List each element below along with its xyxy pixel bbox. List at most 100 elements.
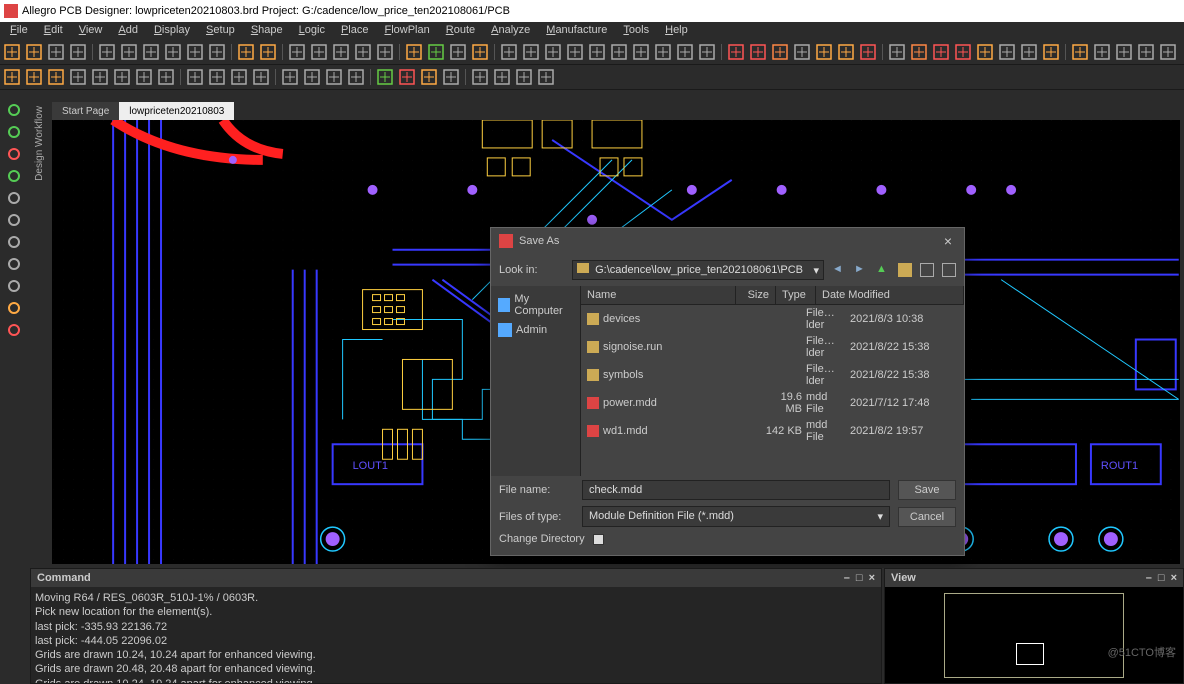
workflow-button[interactable] bbox=[6, 278, 24, 296]
toolbar-button[interactable] bbox=[46, 42, 66, 62]
file-row[interactable]: devicesFile…lder2021/8/3 10:38 bbox=[581, 305, 964, 333]
toolbar-button[interactable] bbox=[543, 42, 563, 62]
workflow-button[interactable] bbox=[6, 168, 24, 186]
toolbar-button[interactable] bbox=[470, 67, 490, 87]
toolbar-button[interactable] bbox=[426, 42, 446, 62]
toolbar-button[interactable] bbox=[324, 67, 344, 87]
toolbar-button[interactable] bbox=[858, 42, 878, 62]
toolbar-button[interactable] bbox=[302, 67, 322, 87]
toolbar-button[interactable] bbox=[653, 42, 673, 62]
toolbar-button[interactable] bbox=[1070, 42, 1090, 62]
toolbar-button[interactable] bbox=[997, 42, 1017, 62]
toolbar-button[interactable] bbox=[156, 67, 176, 87]
toolbar-button[interactable] bbox=[68, 42, 88, 62]
toolbar-button[interactable] bbox=[375, 67, 395, 87]
toolbar-button[interactable] bbox=[207, 42, 227, 62]
toolbar-button[interactable] bbox=[726, 42, 746, 62]
workflow-button[interactable] bbox=[6, 146, 24, 164]
toolbar-button[interactable] bbox=[251, 67, 271, 87]
toolbar-button[interactable] bbox=[909, 42, 929, 62]
toolbar-button[interactable] bbox=[887, 42, 907, 62]
toolbar-button[interactable] bbox=[470, 42, 490, 62]
toolbar-button[interactable] bbox=[1136, 42, 1156, 62]
file-row[interactable]: signoise.runFile…lder2021/8/22 15:38 bbox=[581, 333, 964, 361]
maximize-icon[interactable]: □ bbox=[1158, 572, 1165, 584]
toolbar-button[interactable] bbox=[631, 42, 651, 62]
toolbar-button[interactable] bbox=[24, 67, 44, 87]
toolbar-button[interactable] bbox=[185, 67, 205, 87]
nav-up-icon[interactable]: ▲ bbox=[876, 263, 890, 277]
file-row[interactable]: power.mdd19.6 MBmdd File2021/7/12 17:48 bbox=[581, 389, 964, 417]
minimize-icon[interactable]: – bbox=[1146, 572, 1152, 584]
file-row[interactable]: symbolsFile…lder2021/8/22 15:38 bbox=[581, 361, 964, 389]
maximize-icon[interactable]: □ bbox=[856, 572, 863, 584]
toolbar-button[interactable] bbox=[770, 42, 790, 62]
minimize-icon[interactable]: – bbox=[844, 572, 850, 584]
menu-place[interactable]: Place bbox=[333, 22, 377, 40]
workflow-button[interactable] bbox=[6, 300, 24, 318]
workflow-button[interactable] bbox=[6, 102, 24, 120]
toolbar-button[interactable] bbox=[499, 42, 519, 62]
toolbar-button[interactable] bbox=[97, 42, 117, 62]
toolbar-button[interactable] bbox=[375, 42, 395, 62]
minimap[interactable] bbox=[885, 587, 1183, 683]
tab[interactable]: Start Page bbox=[52, 102, 119, 121]
menu-help[interactable]: Help bbox=[657, 22, 696, 40]
tab[interactable]: lowpriceten20210803 bbox=[119, 102, 234, 121]
close-panel-icon[interactable]: × bbox=[869, 572, 875, 584]
toolbar-button[interactable] bbox=[353, 42, 373, 62]
toolbar-button[interactable] bbox=[346, 67, 366, 87]
nav-back-icon[interactable]: ◄ bbox=[832, 263, 846, 277]
menu-view[interactable]: View bbox=[71, 22, 111, 40]
files-type-select[interactable]: Module Definition File (*.mdd)▾ bbox=[582, 506, 890, 527]
toolbar-button[interactable] bbox=[258, 42, 278, 62]
workflow-button[interactable] bbox=[6, 234, 24, 252]
toolbar-button[interactable] bbox=[536, 67, 556, 87]
menu-tools[interactable]: Tools bbox=[615, 22, 657, 40]
sidebar-item[interactable]: Admin bbox=[495, 320, 576, 340]
menu-display[interactable]: Display bbox=[146, 22, 198, 40]
toolbar-button[interactable] bbox=[521, 42, 541, 62]
nav-fwd-icon[interactable]: ► bbox=[854, 263, 868, 277]
toolbar-button[interactable] bbox=[236, 42, 256, 62]
toolbar-button[interactable] bbox=[90, 67, 110, 87]
toolbar-button[interactable] bbox=[280, 67, 300, 87]
toolbar-button[interactable] bbox=[1092, 42, 1112, 62]
file-name-input[interactable] bbox=[582, 480, 890, 500]
toolbar-button[interactable] bbox=[404, 42, 424, 62]
toolbar-button[interactable] bbox=[975, 42, 995, 62]
toolbar-button[interactable] bbox=[448, 42, 468, 62]
file-list-header[interactable]: Name Size Type Date Modified bbox=[581, 286, 964, 305]
toolbar-button[interactable] bbox=[587, 42, 607, 62]
menu-setup[interactable]: Setup bbox=[198, 22, 243, 40]
toolbar-button[interactable] bbox=[163, 42, 183, 62]
workflow-button[interactable] bbox=[6, 124, 24, 142]
toolbar-button[interactable] bbox=[2, 42, 22, 62]
toolbar-button[interactable] bbox=[119, 42, 139, 62]
dialog-titlebar[interactable]: Save As × bbox=[491, 228, 964, 254]
toolbar-button[interactable] bbox=[609, 42, 629, 62]
menu-manufacture[interactable]: Manufacture bbox=[538, 22, 615, 40]
toolbar-button[interactable] bbox=[287, 42, 307, 62]
path-dropdown[interactable]: G:\cadence\low_price_ten202108061\PCB ▾ bbox=[572, 260, 824, 280]
new-folder-icon[interactable] bbox=[898, 263, 912, 277]
toolbar-button[interactable] bbox=[1158, 42, 1178, 62]
menu-route[interactable]: Route bbox=[438, 22, 483, 40]
toolbar-button[interactable] bbox=[141, 42, 161, 62]
toolbar-button[interactable] bbox=[309, 42, 329, 62]
toolbar-button[interactable] bbox=[134, 67, 154, 87]
cancel-button[interactable]: Cancel bbox=[898, 507, 956, 527]
toolbar-button[interactable] bbox=[814, 42, 834, 62]
toolbar-button[interactable] bbox=[1114, 42, 1134, 62]
menu-add[interactable]: Add bbox=[110, 22, 146, 40]
close-panel-icon[interactable]: × bbox=[1171, 572, 1177, 584]
toolbar-button[interactable] bbox=[697, 42, 717, 62]
toolbar-button[interactable] bbox=[1019, 42, 1039, 62]
workflow-button[interactable] bbox=[6, 256, 24, 274]
toolbar-button[interactable] bbox=[565, 42, 585, 62]
file-row[interactable]: wd1.mdd142 KBmdd File2021/8/2 19:57 bbox=[581, 417, 964, 445]
toolbar-button[interactable] bbox=[492, 67, 512, 87]
menu-edit[interactable]: Edit bbox=[36, 22, 71, 40]
toolbar-button[interactable] bbox=[46, 67, 66, 87]
toolbar-button[interactable] bbox=[953, 42, 973, 62]
